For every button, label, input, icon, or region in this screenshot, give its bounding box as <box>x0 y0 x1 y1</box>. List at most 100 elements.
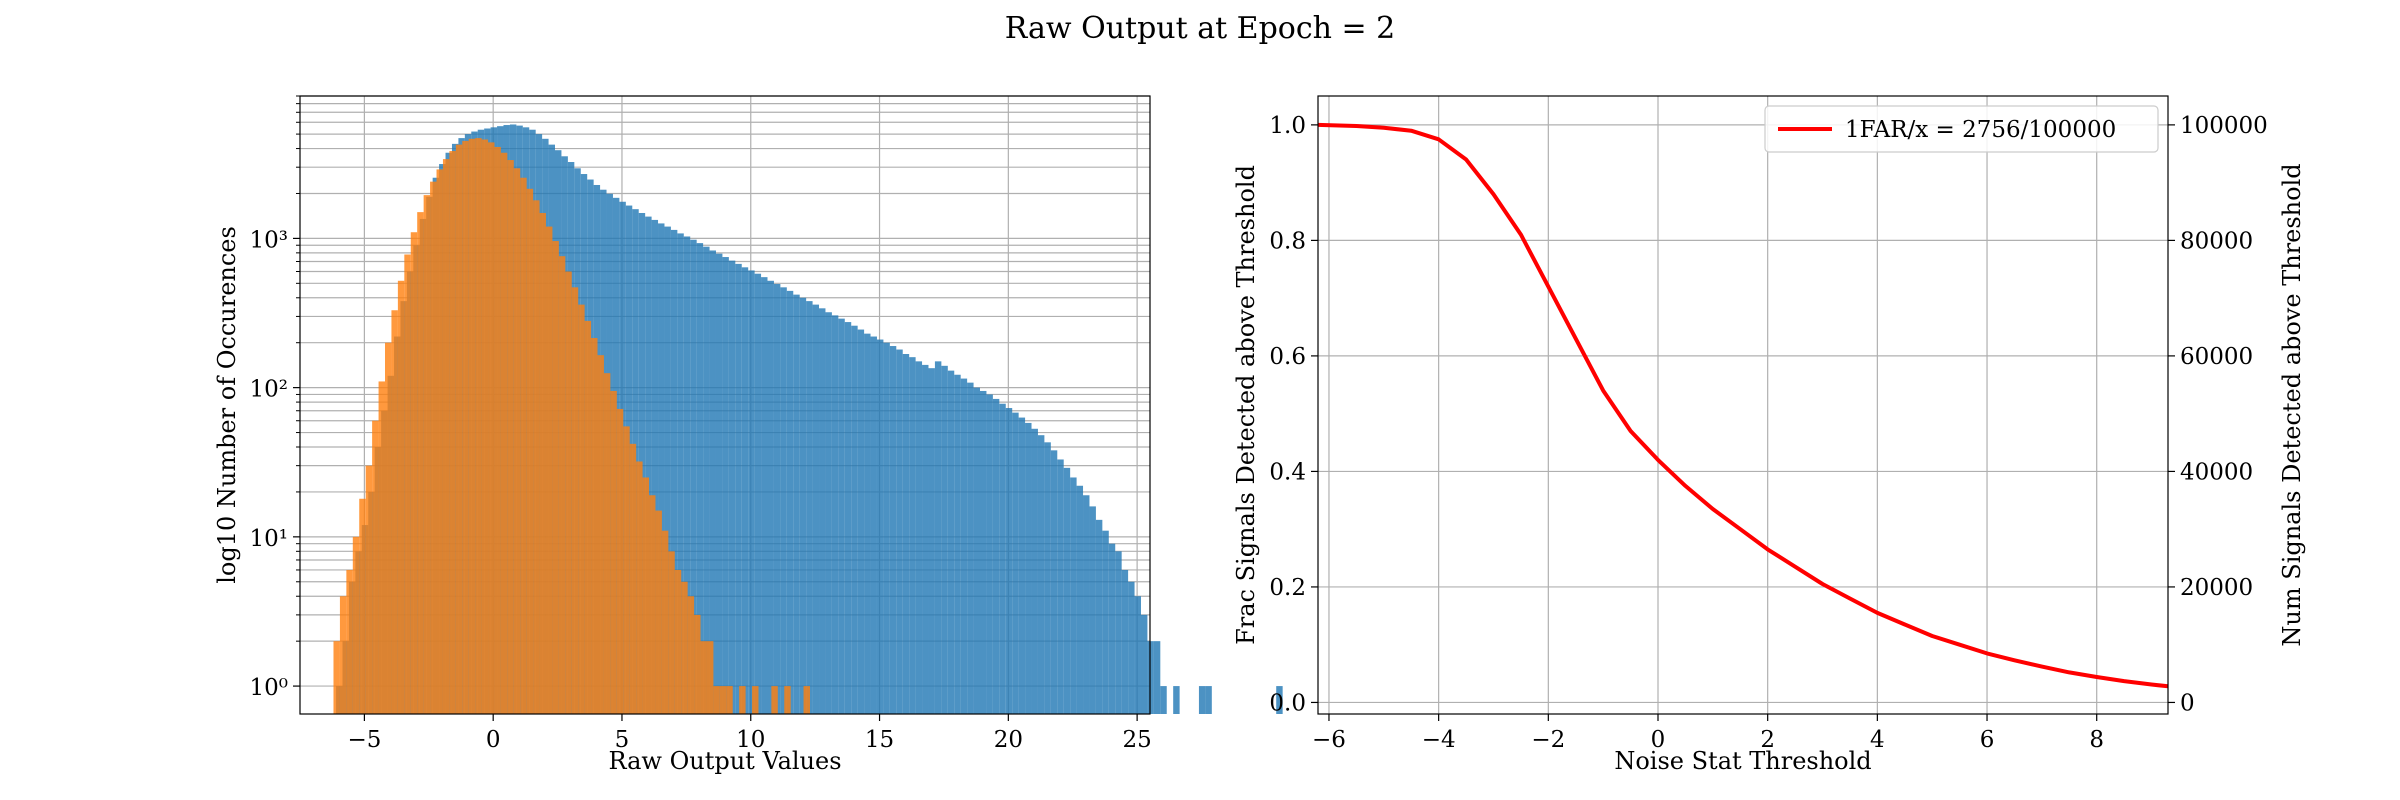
histogram-bar-orange <box>739 686 746 714</box>
histogram-bar-blue <box>954 374 961 714</box>
histogram-bar-blue <box>786 290 794 714</box>
histogram-bar-orange <box>565 271 572 714</box>
histogram-bar-orange <box>333 641 340 714</box>
threshold-x-tick-label: 2 <box>1760 727 1775 753</box>
histogram-bar-blue <box>1089 506 1096 714</box>
histogram-bar-blue <box>857 329 865 714</box>
histogram-bar-orange <box>346 569 353 714</box>
histogram-bar-orange <box>803 686 810 714</box>
histogram-bar-blue <box>1198 686 1206 714</box>
histogram-bar-orange <box>494 146 501 714</box>
histogram-bar-blue <box>1153 641 1161 714</box>
histogram-bar-blue <box>1070 477 1077 714</box>
histogram-bar-orange <box>713 686 720 714</box>
histogram-bar-blue <box>696 243 704 714</box>
histogram-y-tick-label: 10⁰ <box>250 675 289 701</box>
threshold-right-y-tick-label: 40000 <box>2180 459 2253 485</box>
histogram-y-ticks: 10⁰ 10¹ 10² 10³ <box>250 95 300 701</box>
histogram-bar-orange <box>649 495 656 714</box>
histogram-bar-blue <box>1108 543 1116 714</box>
histogram-bar-blue <box>1205 686 1212 714</box>
histogram-bar-orange <box>488 142 495 715</box>
histogram-frame <box>299 95 1151 715</box>
histogram-bar-blue <box>645 216 652 714</box>
histogram-bar-orange <box>629 443 637 714</box>
histogram-bar-blue <box>896 349 903 714</box>
histogram-bar-blue <box>902 354 910 714</box>
histogram-bar-blue <box>915 361 923 714</box>
histogram-bar-orange <box>642 477 650 714</box>
histogram-y-tick-label: 10² <box>250 377 289 403</box>
figure-title: Raw Output at Epoch = 2 <box>1005 11 1396 46</box>
histogram-bar-blue <box>761 277 768 714</box>
histogram-bar-blue <box>960 378 968 714</box>
histogram-bar-orange <box>475 138 482 714</box>
threshold-y-tick-label: 0.0 <box>1269 690 1306 716</box>
histogram-bar-blue <box>844 322 852 714</box>
threshold-y-ticks: 0.0 0.2 0.4 0.6 0.8 1.0 <box>1269 113 1318 716</box>
histogram-bar-orange <box>784 686 791 714</box>
histogram-bar-blue <box>1057 459 1064 714</box>
histogram-bar-orange <box>771 686 778 714</box>
histogram-bar-orange <box>668 551 675 714</box>
threshold-x-tick-label: 4 <box>1870 727 1885 753</box>
threshold-x-tick-label: −4 <box>1422 727 1456 753</box>
histogram-bar-blue <box>883 342 890 714</box>
histogram-bar-blue <box>651 219 659 714</box>
histogram-x-ticks: −5 0 5 10 15 20 25 <box>347 714 1152 753</box>
histogram-bar-orange <box>404 254 411 714</box>
histogram-bar-orange <box>571 287 579 714</box>
threshold-y-tick-label: 1.0 <box>1269 113 1306 139</box>
histogram-bar-blue <box>683 236 691 714</box>
histogram-bar-blue <box>934 361 942 714</box>
histogram-bar-blue <box>967 382 974 714</box>
histogram-x-tick-label: 25 <box>1122 727 1151 753</box>
histogram-bar-orange <box>430 181 437 714</box>
histogram-bar-blue <box>831 315 839 714</box>
histogram-bar-orange <box>636 461 643 714</box>
histogram-bar-orange <box>481 139 489 715</box>
histogram-x-tick-label: −5 <box>347 727 381 753</box>
histogram-bar-blue <box>754 273 762 714</box>
histogram-bar-orange <box>591 338 598 714</box>
legend-label: 1FAR/x = 2756/100000 <box>1845 117 2116 143</box>
histogram-bar-orange <box>417 212 424 715</box>
histogram-y-tick-label: 10¹ <box>250 526 289 552</box>
histogram-bar-blue <box>1037 435 1045 714</box>
histogram-bar-orange <box>661 530 669 714</box>
histogram-bar-orange <box>610 390 617 714</box>
histogram-bar-blue <box>1160 686 1167 714</box>
histogram-bar-blue <box>722 257 729 714</box>
detection-curve <box>1317 122 2169 689</box>
histogram-bar-blue <box>1147 641 1154 714</box>
histogram-bar-blue <box>1005 408 1013 714</box>
histogram-x-tick-label: 5 <box>615 727 630 753</box>
histogram-bar-orange <box>520 177 527 714</box>
histogram-x-tick-label: 0 <box>486 727 501 753</box>
histogram-bar-blue <box>812 304 820 714</box>
threshold-x-tick-label: 6 <box>1980 727 1995 753</box>
histogram-bar-blue <box>922 364 929 714</box>
histogram-bar-orange <box>455 144 463 715</box>
histogram-bar-orange <box>468 138 476 714</box>
histogram-bar-blue <box>1134 596 1141 714</box>
histogram-bar-orange <box>513 168 521 715</box>
histogram-bar-orange <box>449 151 456 715</box>
histogram-bar-blue <box>992 398 1000 714</box>
threshold-right-y-tick-label: 80000 <box>2180 228 2253 254</box>
histogram-x-tick-label: 15 <box>865 727 894 753</box>
threshold-right-y-label: Num Signals Detected above Threshold <box>2278 163 2306 646</box>
histogram-bar-orange <box>339 596 347 714</box>
threshold-y-tick-label: 0.2 <box>1269 575 1306 601</box>
histogram-bar-orange <box>584 320 592 714</box>
histogram-bar-orange <box>726 686 733 714</box>
histogram-bar-blue <box>1276 686 1283 714</box>
threshold-x-tick-label: −2 <box>1531 727 1565 753</box>
histogram-bar-orange <box>352 536 360 714</box>
histogram-bar-blue <box>819 308 826 714</box>
histogram-bar-orange <box>378 381 385 714</box>
histogram-bar-blue <box>670 229 678 714</box>
histogram-y-tick-label: 10³ <box>250 227 289 253</box>
histogram-bar-blue <box>767 280 774 714</box>
